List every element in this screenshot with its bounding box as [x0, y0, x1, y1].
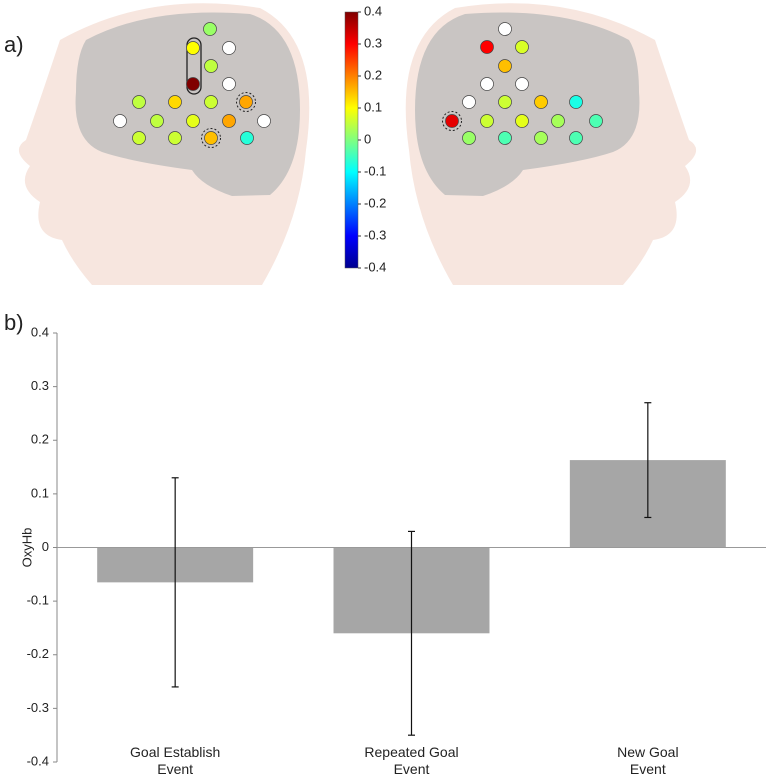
- channel: [150, 114, 164, 128]
- panel-label: b): [4, 310, 24, 335]
- channel-group-outline: [186, 37, 202, 95]
- colorbar-tick-label: -0.3: [364, 227, 386, 242]
- y-tick-label: 0.1: [31, 485, 49, 500]
- channel: [186, 77, 200, 91]
- channel-highlight: [442, 111, 462, 131]
- channel: [186, 41, 200, 55]
- head-right-group: [405, 3, 697, 286]
- colorbar-tick-label: 0.4: [364, 3, 382, 18]
- channel: [132, 131, 146, 145]
- colorbar-tick-label: -0.1: [364, 163, 386, 178]
- channel: [257, 114, 271, 128]
- colorbar-tick-label: 0: [364, 131, 371, 146]
- channel: [222, 114, 236, 128]
- colorbar-tick-label: -0.4: [364, 259, 386, 274]
- channel: [515, 77, 529, 91]
- channel: [186, 114, 200, 128]
- channel-highlight: [236, 92, 256, 112]
- channel: [480, 40, 494, 54]
- channel: [569, 95, 583, 109]
- head-right: [405, 3, 697, 286]
- channel: [445, 114, 459, 128]
- channel: [498, 95, 512, 109]
- y-tick-label: -0.1: [27, 593, 49, 608]
- channel: [462, 131, 476, 145]
- y-tick-label: 0.3: [31, 378, 49, 393]
- channel: [204, 131, 218, 145]
- y-tick-label: 0.4: [31, 324, 49, 339]
- channel: [168, 95, 182, 109]
- channel: [498, 22, 512, 36]
- channel: [222, 77, 236, 91]
- y-tick-label: -0.4: [27, 753, 49, 768]
- colorbar-tick-label: -0.2: [364, 195, 386, 210]
- y-tick-label: -0.2: [27, 646, 49, 661]
- channel: [515, 114, 529, 128]
- channel: [240, 131, 254, 145]
- channel: [132, 95, 146, 109]
- channel: [113, 114, 127, 128]
- channel: [589, 114, 603, 128]
- channel: [462, 95, 476, 109]
- y-tick-label: -0.3: [27, 700, 49, 715]
- x-tick-label: Goal Establish Event: [130, 744, 221, 777]
- colorbar: [344, 11, 359, 269]
- colorbar-tick-label: 0.1: [364, 99, 382, 114]
- channel: [480, 114, 494, 128]
- channel: [203, 22, 217, 36]
- channel: [534, 95, 548, 109]
- channel: [551, 114, 565, 128]
- panel-label: a): [4, 32, 24, 57]
- colorbar-tick-label: 0.3: [364, 35, 382, 50]
- channel: [239, 95, 253, 109]
- x-tick-label: Repeated Goal Event: [364, 744, 459, 777]
- x-tick-label: New Goal Event: [617, 744, 679, 777]
- channel: [168, 131, 182, 145]
- y-tick-label: 0.2: [31, 432, 49, 447]
- channel: [204, 59, 218, 73]
- channel: [569, 131, 583, 145]
- head-left: [18, 3, 310, 286]
- channel: [534, 131, 548, 145]
- colorbar-tick-label: 0.2: [364, 67, 382, 82]
- y-tick-label: 0: [42, 539, 49, 554]
- channel: [204, 95, 218, 109]
- channel: [515, 40, 529, 54]
- channel: [498, 59, 512, 73]
- y-axis-label: OxyHb: [19, 528, 34, 568]
- channel-highlight: [201, 128, 221, 148]
- channel: [480, 77, 494, 91]
- channel: [222, 41, 236, 55]
- channel: [498, 131, 512, 145]
